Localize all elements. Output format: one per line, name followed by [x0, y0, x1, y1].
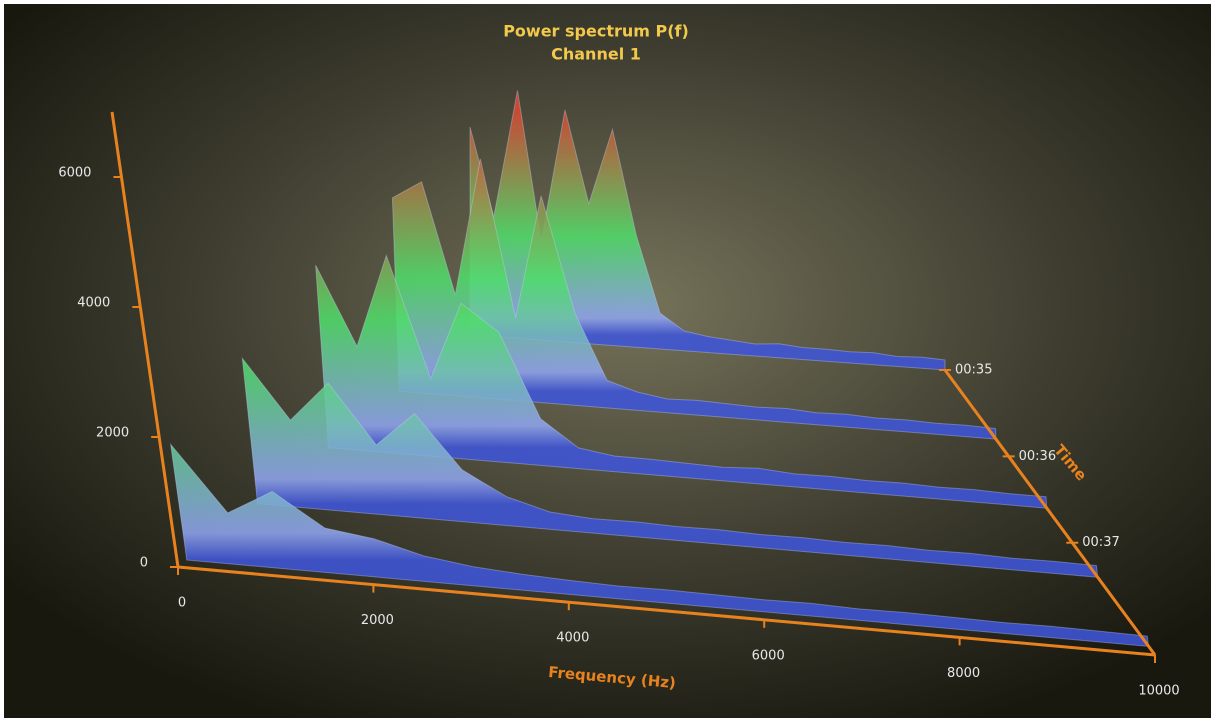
surface-row [241, 356, 1099, 578]
y-axis-line [110, 111, 180, 568]
surface [169, 90, 1150, 647]
z-tick-label: 00:36 [1019, 449, 1056, 464]
x-axis-line [177, 565, 1156, 657]
y-tick-label: 6000 [58, 166, 91, 181]
x-tick-label: 0 [178, 596, 186, 611]
chart-subtitle: Channel 1 [551, 45, 641, 64]
x-tick-label: 4000 [556, 631, 589, 646]
y-tick-label: 4000 [77, 296, 110, 311]
z-axis-line [943, 369, 1157, 656]
x-tick-label: 8000 [947, 666, 980, 681]
x-tick-label: 2000 [361, 613, 394, 628]
x-tick-label: 6000 [752, 648, 785, 663]
y-tick-label: 0 [140, 556, 148, 571]
surface-row [469, 90, 946, 371]
x-tick-label: 10000 [1138, 684, 1179, 699]
z-tick-label: 00:37 [1082, 535, 1119, 550]
z-tick-label: 00:35 [955, 363, 992, 378]
surface-row [391, 158, 997, 440]
surface-row [315, 253, 1048, 509]
background [4, 4, 1211, 718]
y-tick-label: 2000 [96, 426, 129, 441]
surface-row [169, 442, 1150, 647]
chart-title: Power spectrum P(f) [503, 22, 689, 41]
